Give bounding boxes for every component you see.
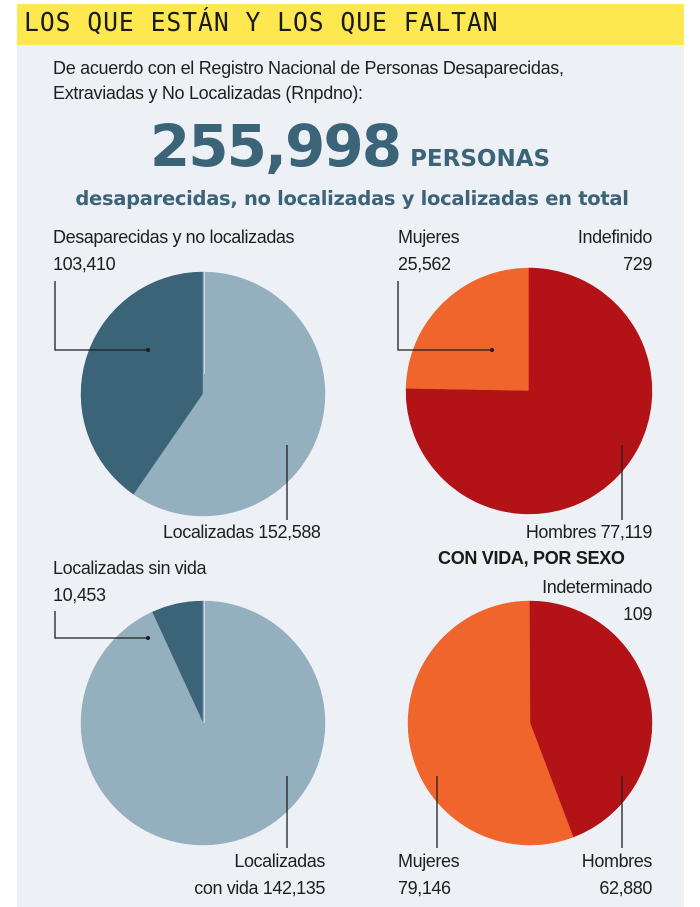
intro-line-1: De acuerdo con el Registro Nacional de P… bbox=[53, 58, 564, 78]
label-mujeres-missing-value: 25,562 bbox=[398, 254, 451, 274]
leader-sin-vida-dot bbox=[146, 636, 150, 640]
label-mujeres-alive: Mujeres 79,146 bbox=[398, 848, 460, 902]
total-unit: PERSONAS bbox=[410, 146, 551, 172]
label-con-vida: Localizadas con vida 142,135 bbox=[194, 848, 325, 902]
pie-chart-alive-by-sex bbox=[407, 600, 653, 846]
label-con-vida-line2: con vida bbox=[194, 878, 259, 898]
total-headline: 255,998 PERSONAS bbox=[0, 112, 700, 180]
label-indeterminado-value: 109 bbox=[623, 604, 652, 624]
intro-text: De acuerdo con el Registro Nacional de P… bbox=[53, 56, 673, 106]
header-banner: LOS QUE ESTÁN Y LOS QUE FALTAN bbox=[17, 4, 684, 45]
label-indeterminado: Indeterminado 109 bbox=[542, 574, 652, 628]
label-localizadas-value: 152,588 bbox=[258, 522, 321, 542]
leader-mujeres-missing-dot bbox=[490, 348, 494, 352]
pie-chart-total-status bbox=[80, 271, 326, 517]
label-con-vida-line1: Localizadas bbox=[234, 851, 325, 871]
label-desaparecidas-name: Desaparecidas y no localizadas bbox=[53, 227, 295, 247]
label-desaparecidas: Desaparecidas y no localizadas 103,410 bbox=[53, 224, 295, 278]
header-title: LOS QUE ESTÁN Y LOS QUE FALTAN bbox=[24, 8, 499, 38]
label-mujeres-missing: Mujeres 25,562 bbox=[398, 224, 460, 278]
label-hombres-alive-value: 62,880 bbox=[599, 878, 652, 898]
total-subtitle: desaparecidas, no localizadas y localiza… bbox=[75, 187, 629, 210]
label-indefinido-name: Indefinido bbox=[577, 227, 652, 247]
label-localizadas: Localizadas 152,588 bbox=[163, 519, 321, 546]
label-hombres-missing-name: Hombres bbox=[525, 522, 597, 542]
label-hombres-alive: Hombres 62,880 bbox=[581, 848, 653, 902]
total-number: 255,998 bbox=[149, 112, 402, 180]
label-con-vida-value: 142,135 bbox=[262, 878, 326, 898]
label-indeterminado-name: Indeterminado bbox=[542, 577, 652, 597]
leader-sin-vida bbox=[54, 611, 148, 639]
label-sin-vida-name: Localizadas sin vida bbox=[53, 558, 207, 578]
pie-slice-localizadas-con-vida bbox=[80, 600, 326, 846]
pie-chart-found-status bbox=[80, 600, 326, 846]
label-mujeres-alive-value: 79,146 bbox=[398, 878, 451, 898]
label-indefinido-value: 729 bbox=[623, 254, 652, 274]
leader-mujeres-missing bbox=[397, 281, 492, 351]
label-mujeres-missing-name: Mujeres bbox=[398, 227, 460, 247]
pie-slice-localizadas bbox=[133, 271, 326, 517]
label-localizadas-name: Localizadas bbox=[163, 522, 254, 542]
label-sin-vida: Localizadas sin vida 10,453 bbox=[53, 555, 207, 609]
pie-chart-missing-by-sex bbox=[405, 267, 653, 515]
label-hombres-missing: Hombres 77,119 bbox=[525, 519, 653, 546]
label-hombres-alive-name: Hombres bbox=[581, 851, 653, 871]
pie-slice-desaparecidas-y-no-localizadas bbox=[80, 271, 204, 495]
label-desaparecidas-value: 103,410 bbox=[53, 254, 116, 274]
pie-slice-hombres bbox=[405, 267, 653, 515]
leader-desaparecidas bbox=[54, 281, 148, 351]
leader-desaparecidas-dot bbox=[146, 348, 150, 352]
intro-line-2: Extraviadas y No Localizadas (Rnpdno): bbox=[53, 83, 363, 103]
label-sin-vida-value: 10,453 bbox=[53, 585, 106, 605]
leader-lines bbox=[54, 281, 623, 848]
section-heading-alive-by-sex: CON VIDA, POR SEXO bbox=[438, 548, 625, 568]
pie-slice-mujeres bbox=[407, 600, 574, 846]
label-indefinido: Indefinido 729 bbox=[578, 224, 652, 278]
label-hombres-missing-value: 77,119 bbox=[600, 522, 653, 542]
label-mujeres-alive-name: Mujeres bbox=[398, 851, 460, 871]
pie-slice-mujeres bbox=[405, 267, 530, 392]
